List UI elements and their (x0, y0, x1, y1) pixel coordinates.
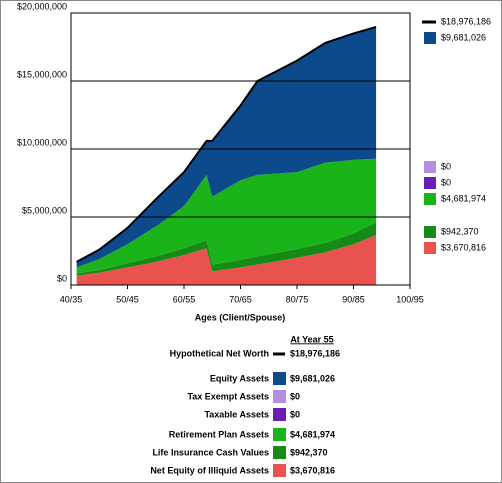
x-tick-label: 70/65 (229, 294, 252, 304)
area (76, 222, 377, 276)
legend-label: Hypothetical Net Worth (170, 348, 269, 358)
legend-swatch (424, 242, 436, 254)
legend-label: Retirement Plan Assets (169, 429, 269, 439)
end-label: $4,681,974 (441, 193, 486, 203)
end-label: $3,670,816 (441, 242, 486, 252)
end-label: $942,370 (441, 226, 479, 236)
legend-swatch (424, 32, 436, 44)
x-tick-label: 50/45 (116, 294, 139, 304)
legend-value: $4,681,974 (290, 429, 335, 439)
legend-swatch (273, 408, 286, 421)
net-worth-line (76, 25, 377, 263)
legend-swatch (424, 177, 436, 189)
area (76, 158, 377, 274)
legend-swatch (273, 390, 286, 403)
x-axis-label: Ages (Client/Spouse) (195, 312, 286, 322)
end-label: $0 (441, 161, 451, 171)
legend-swatch (273, 372, 286, 385)
x-tick-label: 60/55 (173, 294, 196, 304)
legend-swatch (424, 161, 436, 173)
y-tick-label: $5,000,000 (22, 205, 67, 215)
y-tick-label: $0 (57, 273, 67, 283)
x-tick-label: 80/75 (286, 294, 309, 304)
legend-swatch (273, 446, 286, 459)
x-tick-label: 90/85 (342, 294, 365, 304)
legend-value: $18,976,186 (290, 348, 340, 358)
legend-label: Life Insurance Cash Values (152, 447, 269, 457)
y-tick-label: $15,000,000 (17, 69, 67, 79)
legend-label: Equity Assets (210, 373, 269, 383)
legend-swatch (273, 428, 286, 441)
legend-value: $9,681,026 (290, 373, 335, 383)
end-label: $18,976,186 (441, 16, 491, 26)
end-label: $0 (441, 177, 451, 187)
legend-value: $0 (290, 391, 300, 401)
legend-value: $0 (290, 409, 300, 419)
legend-swatch (424, 226, 436, 238)
legend-swatch (273, 464, 286, 477)
x-tick-label: 40/35 (60, 294, 83, 304)
legend-value: $942,370 (290, 447, 328, 457)
legend-title: At Year 55 (290, 334, 333, 344)
area (76, 26, 377, 268)
area (76, 235, 377, 285)
y-tick-label: $20,000,000 (17, 1, 67, 11)
legend-value: $3,670,816 (290, 465, 335, 475)
legend-label: Taxable Assets (204, 409, 269, 419)
y-tick-label: $10,000,000 (17, 137, 67, 147)
end-label: $9,681,026 (441, 32, 486, 42)
legend-label: Tax Exempt Assets (187, 391, 269, 401)
legend-swatch (424, 193, 436, 205)
x-tick-label: 100/95 (396, 294, 424, 304)
legend-label: Net Equity of Illiquid Assets (150, 465, 269, 475)
